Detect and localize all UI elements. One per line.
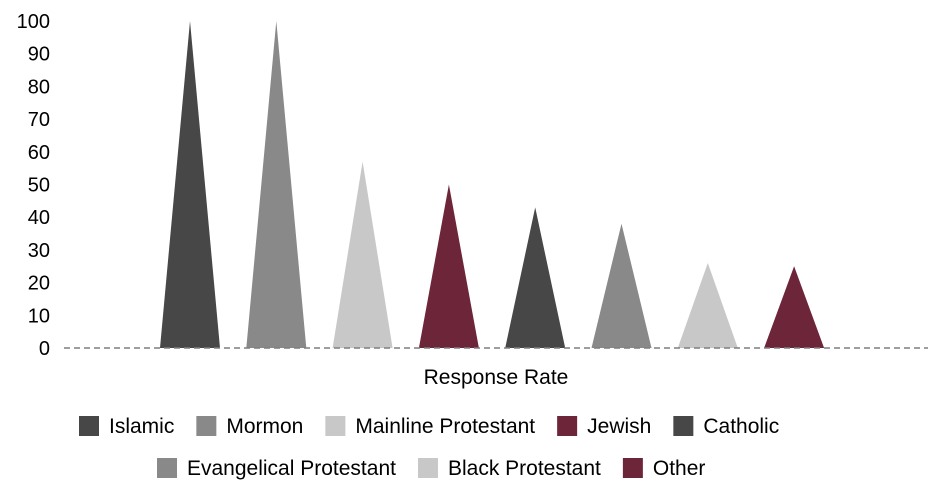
y-tick-label: 20	[28, 273, 50, 295]
bar-other	[764, 266, 825, 348]
legend-swatch-catholic	[673, 416, 694, 436]
y-tick-label: 70	[28, 109, 50, 131]
bar-black-protestant	[677, 262, 738, 348]
bar-catholic	[505, 207, 566, 348]
legend-swatch-other	[622, 458, 643, 478]
legend-label-mainline-protestant: Mainline Protestant	[355, 415, 535, 438]
legend-swatch-jewish	[557, 416, 578, 436]
y-tick-label: 90	[28, 44, 50, 66]
legend-swatch-black-protestant	[417, 458, 438, 478]
plot-area	[160, 21, 825, 348]
legend-label-evangelical-protestant: Evangelical Protestant	[187, 457, 396, 480]
legend-swatch-islamic	[79, 416, 99, 436]
legend-swatch-mainline-protestant	[325, 416, 346, 436]
y-tick-label: 100	[17, 11, 50, 33]
y-tick-label: 10	[28, 305, 50, 327]
x-axis-title: Response Rate	[424, 366, 569, 389]
y-tick-label: 0	[39, 338, 50, 360]
legend-label-black-protestant: Black Protestant	[448, 457, 601, 480]
y-tick-label: 80	[28, 76, 50, 98]
y-tick-label: 50	[28, 175, 50, 197]
legend-label-mormon: Mormon	[226, 415, 303, 438]
bar-evangelical-protestant	[591, 223, 652, 348]
bar-mainline-protestant	[332, 161, 393, 348]
bar-mormon	[246, 21, 307, 348]
legend-swatch-evangelical-protestant	[157, 458, 177, 478]
bar-jewish	[418, 184, 479, 348]
y-tick-label: 30	[28, 240, 50, 262]
legend-label-catholic: Catholic	[703, 415, 779, 438]
y-axis: 0 10 20 30 40 50 60 70 80 90 100	[17, 11, 50, 360]
legend-label-other: Other	[653, 457, 706, 480]
legend-label-jewish: Jewish	[587, 415, 651, 438]
bar-islamic	[160, 21, 220, 348]
legend-swatch-mormon	[196, 416, 217, 436]
legend-label-islamic: Islamic	[109, 415, 174, 438]
legend: Islamic Mormon Mainline Protestant Jewish Ca…	[79, 415, 779, 480]
y-tick-label: 40	[28, 207, 50, 229]
y-tick-label: 60	[28, 142, 50, 164]
